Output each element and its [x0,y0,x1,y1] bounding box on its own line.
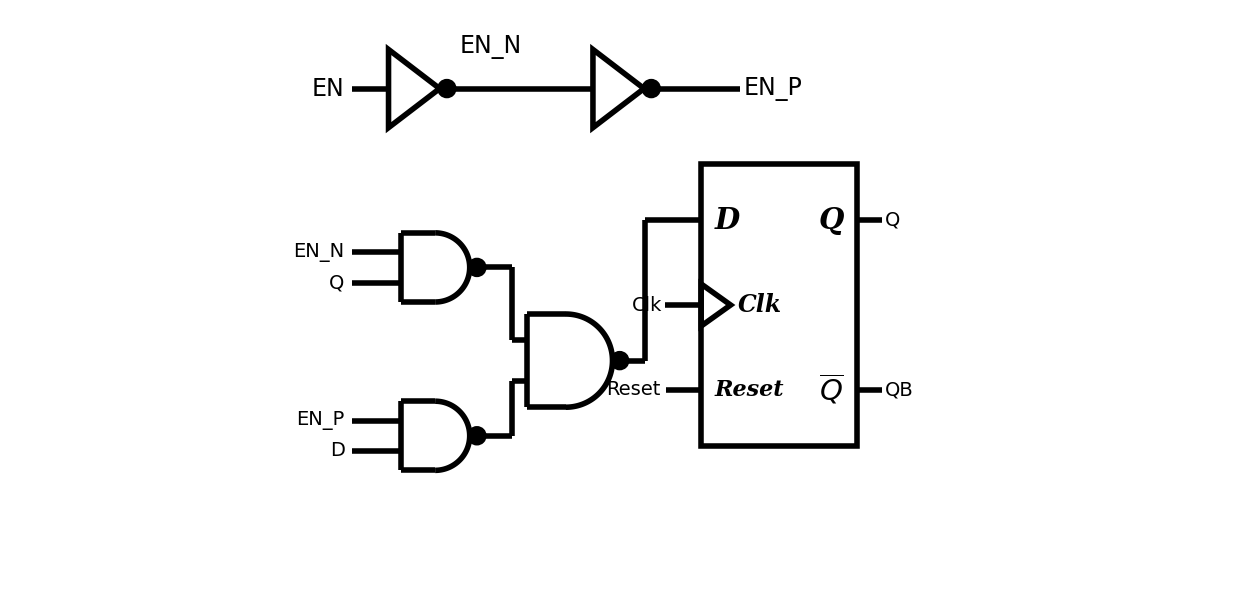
Text: EN_P: EN_P [296,411,345,430]
Text: Clk: Clk [738,293,782,317]
Text: $\overline{Q}$: $\overline{Q}$ [820,373,844,407]
Text: Q: Q [818,206,844,235]
Text: QB: QB [884,381,914,399]
Text: Q: Q [884,211,900,230]
Circle shape [470,260,484,275]
Text: Q: Q [330,273,345,292]
Text: EN_P: EN_P [743,77,802,101]
Text: Reset: Reset [714,379,784,401]
Text: EN_N: EN_N [460,34,522,59]
Circle shape [613,353,627,368]
Circle shape [440,82,454,96]
Text: Clk: Clk [631,295,662,315]
Circle shape [470,429,484,443]
Text: D: D [714,206,739,235]
Bar [701,164,858,446]
Text: D: D [330,442,345,460]
Text: EN_N: EN_N [294,243,345,262]
Text: EN: EN [312,77,345,101]
Circle shape [644,82,658,96]
Text: Reset: Reset [606,381,660,399]
